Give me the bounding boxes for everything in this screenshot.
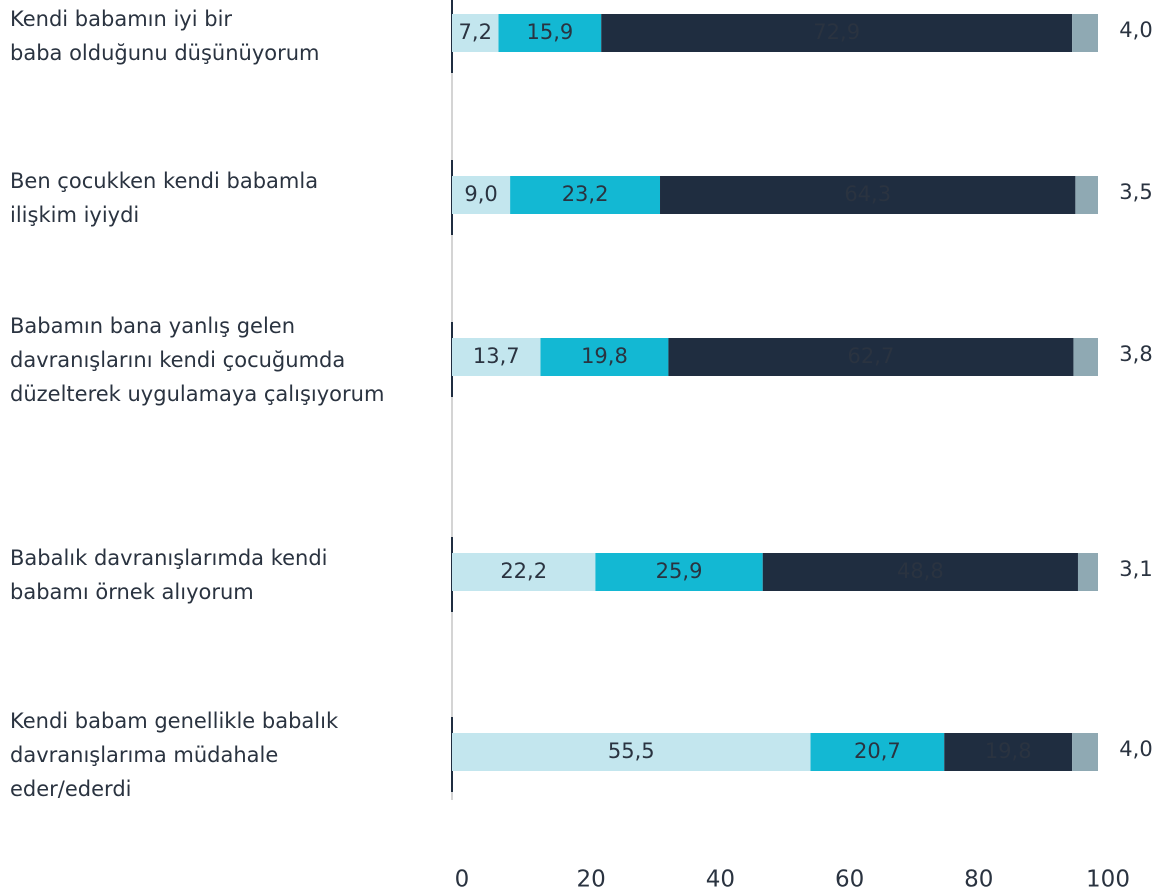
bar-segment — [1073, 338, 1098, 376]
bar-segment — [1077, 553, 1098, 591]
category-label: Babamın bana yanlış gelen davranışlarını … — [10, 314, 384, 406]
category-label: Kendi babamın iyi bir baba olduğunu düşün… — [10, 7, 320, 65]
bar-segment — [452, 14, 499, 52]
bar-segment — [1075, 176, 1098, 214]
value-label: 4,0 — [1119, 18, 1152, 42]
value-label: 55,5 — [608, 739, 655, 763]
bar-segment — [810, 733, 945, 771]
bar-segment — [668, 338, 1074, 376]
bar-segment — [1072, 733, 1098, 771]
value-label: 7,2 — [459, 20, 492, 44]
bar-segment — [595, 553, 763, 591]
category-label: Ben çocukken kendi babamla ilişkim iyiydi — [10, 169, 318, 227]
x-tick-label: 0 — [455, 867, 470, 893]
value-label: 19,8 — [985, 739, 1032, 763]
bar-segment — [944, 733, 1073, 771]
value-label: 19,8 — [581, 344, 628, 368]
value-label: 9,0 — [464, 182, 497, 206]
value-label: 62,7 — [848, 344, 895, 368]
bar-segment — [762, 553, 1078, 591]
bar-segment — [452, 553, 596, 591]
bar-segment — [452, 338, 541, 376]
category-label: Kendi babam genellikle babalık davranışla… — [10, 709, 339, 801]
value-label: 3,1 — [1119, 557, 1152, 581]
x-tick-label: 60 — [835, 867, 864, 893]
value-label: 72,9 — [813, 20, 860, 44]
value-label: 48,8 — [897, 559, 944, 583]
value-label: 25,9 — [656, 559, 703, 583]
value-label: 22,2 — [500, 559, 547, 583]
category-label: Babalık davranışlarımda kendi babamı örne… — [10, 546, 328, 604]
value-label: 3,8 — [1119, 342, 1152, 366]
value-label: 15,9 — [526, 20, 573, 44]
x-tick-label: 100 — [1086, 867, 1130, 893]
bar-segment — [510, 176, 661, 214]
bar-segment — [452, 733, 811, 771]
bar-segment — [601, 14, 1073, 52]
value-label: 3,5 — [1119, 180, 1152, 204]
bar-segment — [452, 176, 511, 214]
value-label: 20,7 — [854, 739, 901, 763]
bar-segment — [660, 176, 1076, 214]
value-label: 64,3 — [844, 182, 891, 206]
bar-segment — [1072, 14, 1098, 52]
bar-segment — [498, 14, 602, 52]
x-tick-label: 80 — [964, 867, 993, 893]
x-tick-label: 40 — [706, 867, 735, 893]
x-tick-label: 20 — [577, 867, 606, 893]
bar-segment — [540, 338, 669, 376]
value-label: 13,7 — [473, 344, 520, 368]
value-label: 23,2 — [562, 182, 609, 206]
value-label: 4,0 — [1119, 737, 1152, 761]
